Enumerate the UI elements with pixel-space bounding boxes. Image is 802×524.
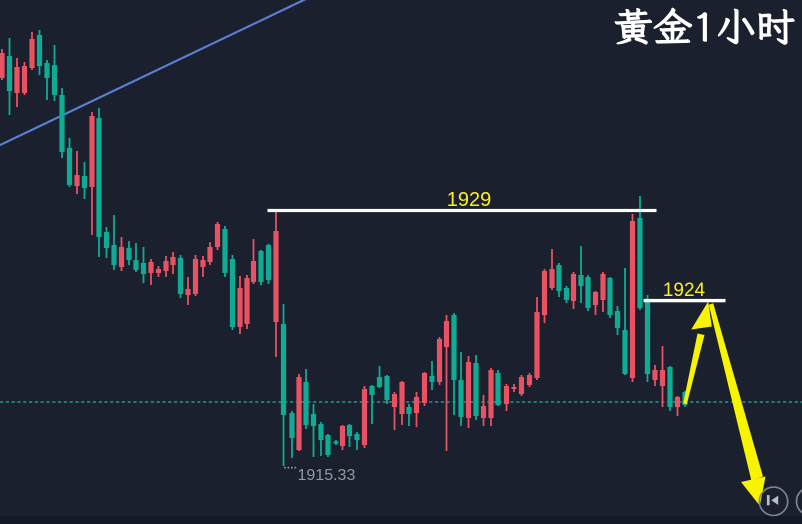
svg-text:1915.33: 1915.33 bbox=[298, 467, 356, 484]
svg-text:1929: 1929 bbox=[447, 189, 492, 211]
svg-text:1924: 1924 bbox=[663, 280, 706, 301]
